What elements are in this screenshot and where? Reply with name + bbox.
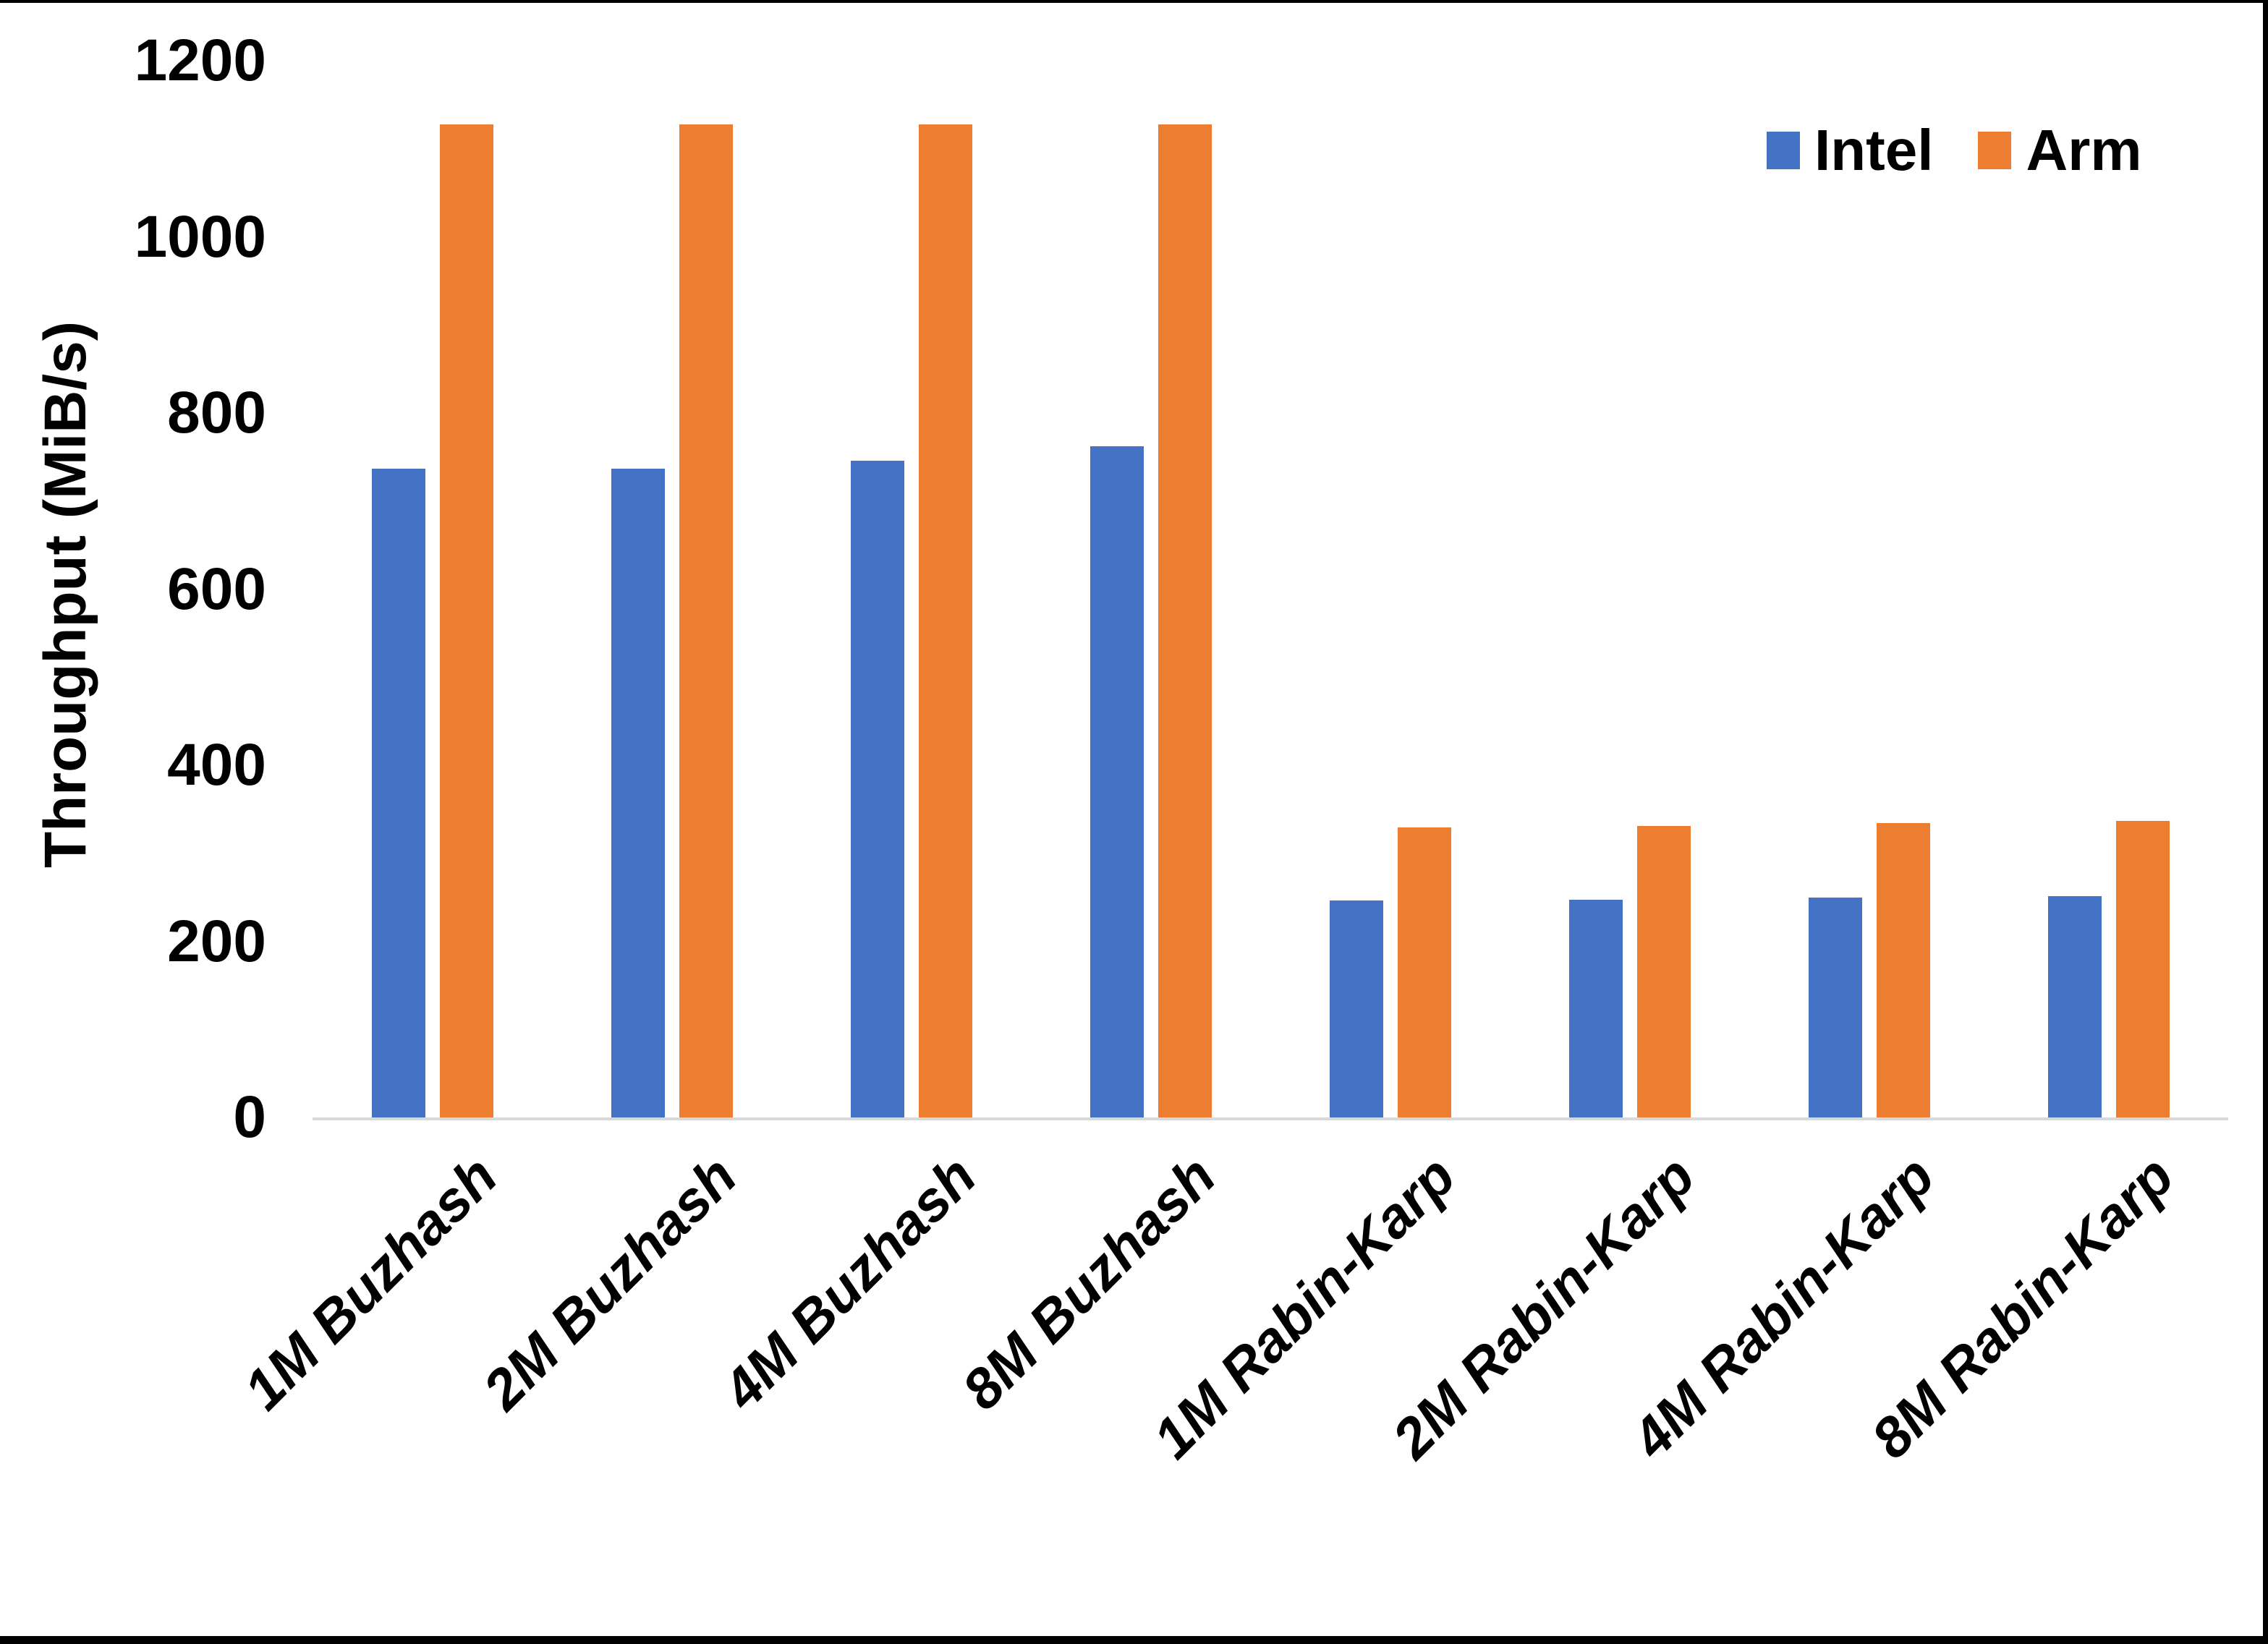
y-tick-0: 0 bbox=[233, 1084, 266, 1150]
x-label-2m-buzhash: 2M Buzhash bbox=[471, 1143, 749, 1422]
bar-intel-2m-rabin-karp bbox=[1568, 900, 1623, 1117]
legend-swatch-arm bbox=[1978, 132, 2012, 169]
x-axis-line bbox=[313, 1117, 2228, 1120]
legend: Intel Arm bbox=[1767, 122, 2142, 179]
bar-intel-1m-rabin-karp bbox=[1329, 900, 1383, 1117]
y-tick-800: 800 bbox=[167, 380, 266, 446]
bar-arm-8m-rabin-karp bbox=[2115, 820, 2170, 1117]
x-label-4m-buzhash: 4M Buzhash bbox=[710, 1143, 989, 1422]
bar-arm-2m-buzhash bbox=[679, 124, 733, 1117]
legend-swatch-intel bbox=[1767, 132, 1800, 169]
y-tick-200: 200 bbox=[167, 908, 266, 974]
bar-intel-1m-buzhash bbox=[371, 468, 425, 1117]
bar-intel-8m-buzhash bbox=[1090, 446, 1144, 1117]
legend-item-arm: Arm bbox=[1978, 118, 2142, 182]
bar-intel-8m-rabin-karp bbox=[2047, 896, 2102, 1117]
bar-intel-2m-buzhash bbox=[611, 468, 665, 1117]
y-tick-600: 600 bbox=[167, 555, 266, 622]
bar-intel-4m-buzhash bbox=[850, 460, 904, 1117]
y-tick-400: 400 bbox=[167, 732, 266, 798]
legend-label-arm: Arm bbox=[2026, 118, 2142, 182]
bar-arm-8m-buzhash bbox=[1158, 124, 1212, 1117]
bar-arm-1m-buzhash bbox=[439, 124, 493, 1117]
legend-item-intel: Intel bbox=[1767, 122, 1933, 179]
x-label-8m-buzhash: 8M Buzhash bbox=[950, 1143, 1228, 1422]
bar-arm-4m-rabin-karp bbox=[1876, 823, 1930, 1117]
bar-arm-1m-rabin-karp bbox=[1397, 827, 1451, 1117]
y-tick-1200: 1200 bbox=[134, 27, 266, 93]
bar-arm-2m-rabin-karp bbox=[1636, 826, 1691, 1117]
bar-intel-4m-rabin-karp bbox=[1808, 897, 1862, 1117]
x-label-1m-buzhash: 1M Buzhash bbox=[232, 1143, 510, 1422]
bar-arm-4m-buzhash bbox=[918, 124, 972, 1117]
legend-label-intel: Intel bbox=[1814, 118, 1934, 182]
y-tick-1000: 1000 bbox=[134, 203, 266, 270]
